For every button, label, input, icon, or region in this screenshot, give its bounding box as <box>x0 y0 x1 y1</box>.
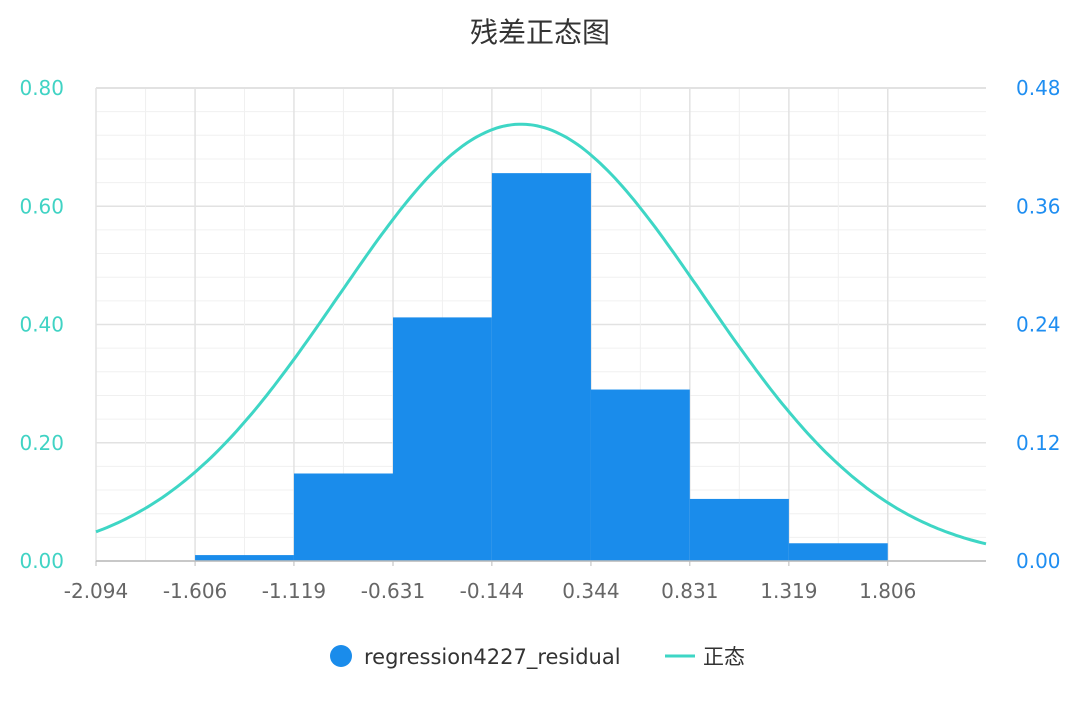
chart-title: 残差正态图 <box>470 16 610 49</box>
left-y-tick-label: 0.00 <box>19 549 64 573</box>
x-tick-label: 0.831 <box>661 579 718 603</box>
left-y-tick-label: 0.60 <box>19 194 64 218</box>
legend[interactable]: regression4227_residual 正态 <box>330 645 745 670</box>
left-y-tick-label: 0.80 <box>19 76 64 100</box>
histogram-bar[interactable] <box>195 555 294 561</box>
histogram-bars <box>195 173 888 561</box>
x-tick-label: 0.344 <box>562 579 619 603</box>
right-y-tick-label: 0.36 <box>1016 194 1061 218</box>
right-y-axis: 0.00 0.12 0.24 0.36 0.48 <box>1016 76 1061 573</box>
histogram-bar[interactable] <box>293 473 394 561</box>
histogram-bar[interactable] <box>393 317 492 561</box>
x-tick-label: -1.606 <box>163 579 227 603</box>
x-tick-label: 1.319 <box>760 579 817 603</box>
x-tick-label: -2.094 <box>64 579 128 603</box>
legend-label-normal[interactable]: 正态 <box>703 645 745 669</box>
x-tick-label: 1.806 <box>859 579 916 603</box>
right-y-tick-label: 0.12 <box>1016 431 1061 455</box>
histogram-bar[interactable] <box>491 173 591 561</box>
legend-label-residual[interactable]: regression4227_residual <box>364 645 621 670</box>
normal-curve[interactable] <box>95 122 987 546</box>
normal-curve-layer <box>95 122 987 546</box>
histogram-bar[interactable] <box>689 498 789 561</box>
x-axis: -2.094 -1.606 -1.119 -0.631 -0.144 0.344 0.831… <box>64 560 986 603</box>
left-y-axis: 0.00 0.20 0.40 0.60 0.80 <box>19 76 64 573</box>
legend-marker-residual <box>330 645 352 667</box>
left-y-tick-label: 0.20 <box>19 431 64 455</box>
right-y-tick-label: 0.00 <box>1016 549 1061 573</box>
x-tick-label: -0.631 <box>361 579 425 603</box>
x-tick-label: -0.144 <box>460 579 524 603</box>
histogram-bar[interactable] <box>590 389 690 561</box>
left-y-tick-label: 0.40 <box>19 313 64 337</box>
right-y-tick-label: 0.48 <box>1016 76 1061 100</box>
x-tick-label: -1.119 <box>262 579 326 603</box>
histogram-bar[interactable] <box>788 543 888 561</box>
right-y-tick-label: 0.24 <box>1016 313 1061 337</box>
